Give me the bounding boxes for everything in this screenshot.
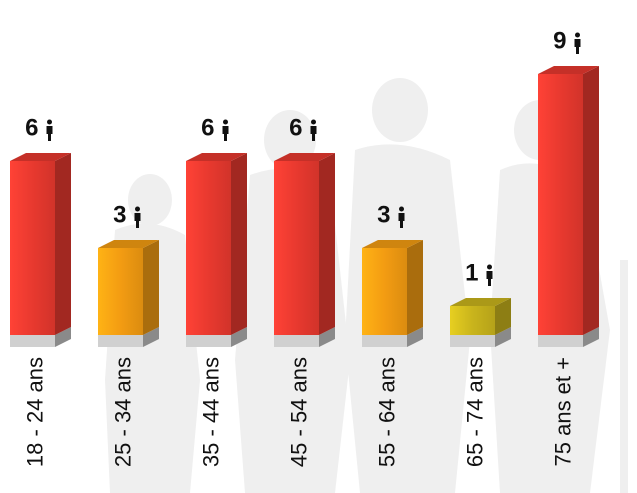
bar — [450, 306, 495, 335]
person-icon — [223, 126, 229, 141]
bar-side — [583, 66, 599, 335]
chart: 6 18 - 24 ans 3 25 - 34 ans 6 35 - 44 ans 6 45 … — [0, 0, 637, 493]
value-label: 1 — [465, 259, 478, 286]
person-icon — [399, 207, 404, 212]
bar-base — [362, 335, 407, 347]
value-label: 3 — [113, 201, 126, 228]
x-tick-label: 35 - 44 ans — [198, 357, 223, 467]
bar-side — [143, 240, 159, 335]
bar-base — [186, 335, 231, 347]
person-icon — [135, 207, 140, 212]
person-icon — [47, 120, 52, 125]
bar-side — [319, 153, 335, 335]
person-icon — [487, 271, 493, 286]
person-icon — [223, 120, 228, 125]
bar-base — [274, 335, 319, 347]
x-tick-label: 55 - 64 ans — [374, 357, 399, 467]
value-label: 3 — [377, 201, 390, 228]
x-tick-label: 45 - 54 ans — [286, 357, 311, 467]
bar — [362, 248, 407, 335]
bar-base — [538, 335, 583, 347]
bar — [98, 248, 143, 335]
bar-side — [55, 153, 71, 335]
bar — [538, 74, 583, 335]
person-icon — [575, 39, 581, 54]
value-label: 9 — [553, 27, 566, 54]
bar — [274, 161, 319, 335]
x-tick-label: 75 ans et + — [550, 357, 575, 466]
value-label: 6 — [25, 114, 38, 141]
bar — [186, 161, 231, 335]
person-icon — [311, 120, 316, 125]
bar-side — [231, 153, 247, 335]
bar — [10, 161, 55, 335]
bar-base — [450, 335, 495, 347]
person-icon — [487, 265, 492, 270]
bar-base — [10, 335, 55, 347]
person-icon — [47, 126, 53, 141]
person-icon — [575, 33, 580, 38]
value-label: 6 — [201, 114, 214, 141]
bar-base — [98, 335, 143, 347]
x-tick-label: 18 - 24 ans — [22, 357, 47, 467]
x-tick-label: 65 - 74 ans — [462, 357, 487, 467]
x-tick-label: 25 - 34 ans — [110, 357, 135, 467]
value-label: 6 — [289, 114, 302, 141]
bar-side — [407, 240, 423, 335]
